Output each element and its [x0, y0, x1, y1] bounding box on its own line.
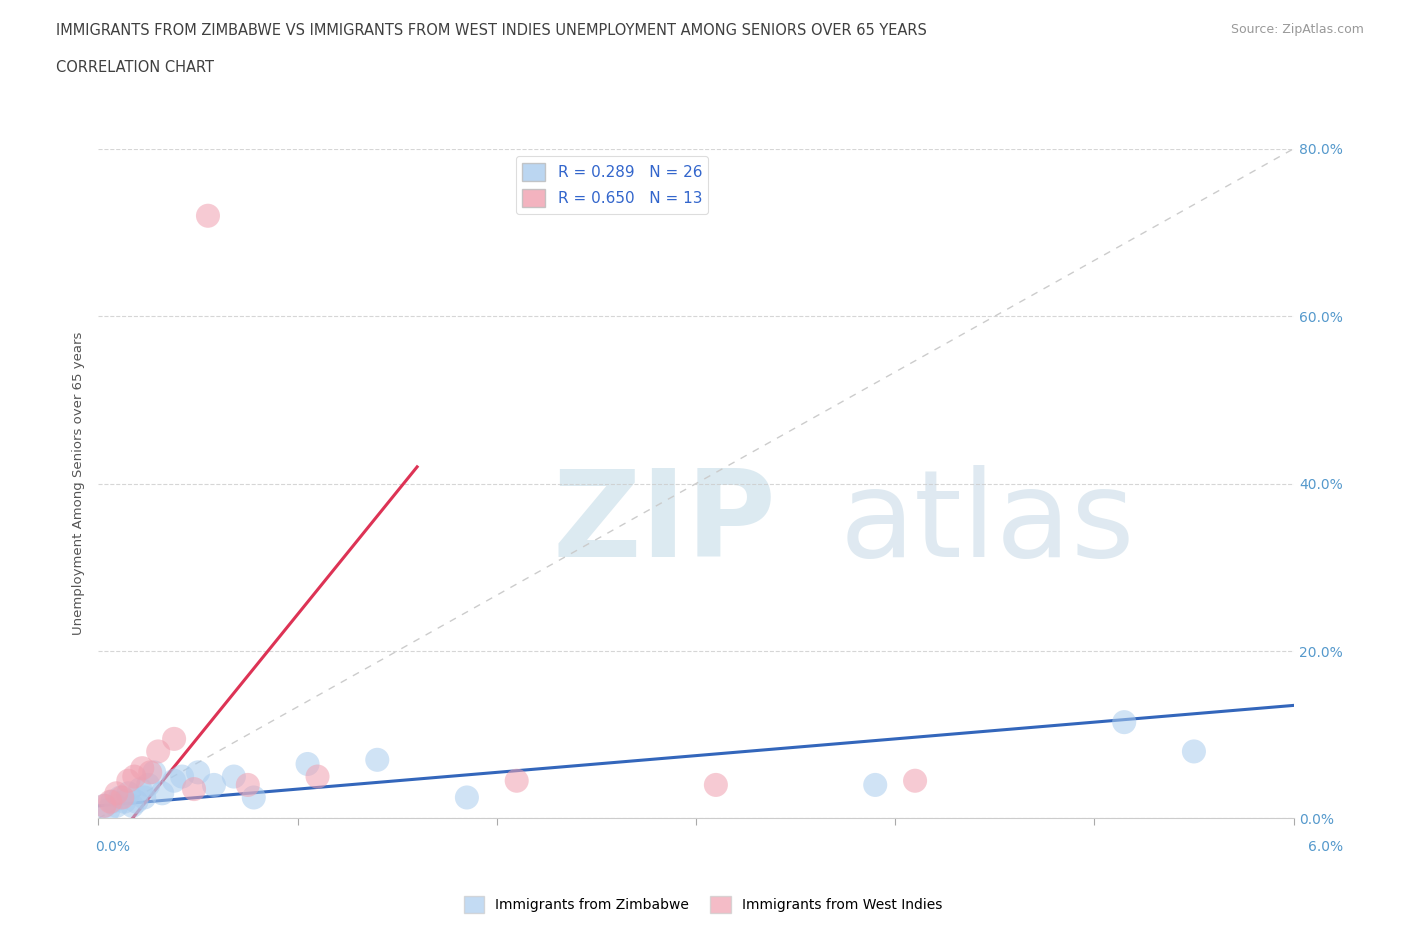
Point [704, 777, 727, 792]
Point [243, 790, 266, 805]
Point [1182, 744, 1205, 759]
Point [297, 757, 319, 772]
Legend: R = 0.289   N = 26, R = 0.650   N = 13: R = 0.289 N = 26, R = 0.650 N = 13 [516, 156, 709, 214]
Point [125, 794, 148, 809]
Point [150, 786, 173, 801]
Point [148, 744, 170, 759]
Text: CORRELATION CHART: CORRELATION CHART [56, 60, 214, 75]
Point [98, 794, 122, 809]
Point [863, 777, 887, 792]
Point [183, 781, 205, 796]
Point [134, 790, 156, 805]
Point [187, 764, 209, 779]
Point [197, 208, 219, 223]
Point [1114, 715, 1136, 730]
Text: 6.0%: 6.0% [1308, 840, 1343, 854]
Point [97, 803, 120, 817]
Point [456, 790, 478, 805]
Y-axis label: Unemployment Among Seniors over 65 years: Unemployment Among Seniors over 65 years [72, 332, 86, 635]
Point [117, 786, 139, 801]
Point [163, 732, 186, 747]
Point [110, 790, 132, 805]
Point [129, 781, 152, 796]
Point [143, 764, 166, 779]
Point [105, 798, 128, 813]
Point [904, 774, 927, 789]
Point [105, 786, 128, 801]
Point [136, 777, 159, 792]
Point [131, 761, 153, 776]
Point [222, 769, 245, 784]
Point [307, 769, 329, 784]
Point [117, 774, 139, 789]
Point [172, 769, 194, 784]
Text: Source: ZipAtlas.com: Source: ZipAtlas.com [1230, 23, 1364, 36]
Point [112, 794, 135, 809]
Legend: Immigrants from Zimbabwe, Immigrants from West Indies: Immigrants from Zimbabwe, Immigrants fro… [458, 890, 948, 919]
Point [93, 798, 115, 813]
Point [124, 769, 146, 784]
Point [93, 798, 115, 813]
Point [163, 774, 186, 789]
Point [506, 774, 529, 789]
Point [121, 798, 143, 813]
Point [101, 794, 124, 809]
Text: ZIP: ZIP [553, 465, 776, 582]
Point [139, 764, 162, 779]
Text: atlas: atlas [839, 465, 1135, 582]
Text: IMMIGRANTS FROM ZIMBABWE VS IMMIGRANTS FROM WEST INDIES UNEMPLOYMENT AMONG SENIO: IMMIGRANTS FROM ZIMBABWE VS IMMIGRANTS F… [56, 23, 927, 38]
Point [236, 777, 259, 792]
Text: 0.0%: 0.0% [96, 840, 131, 854]
Point [366, 752, 388, 767]
Point [202, 777, 225, 792]
Point [111, 790, 134, 805]
